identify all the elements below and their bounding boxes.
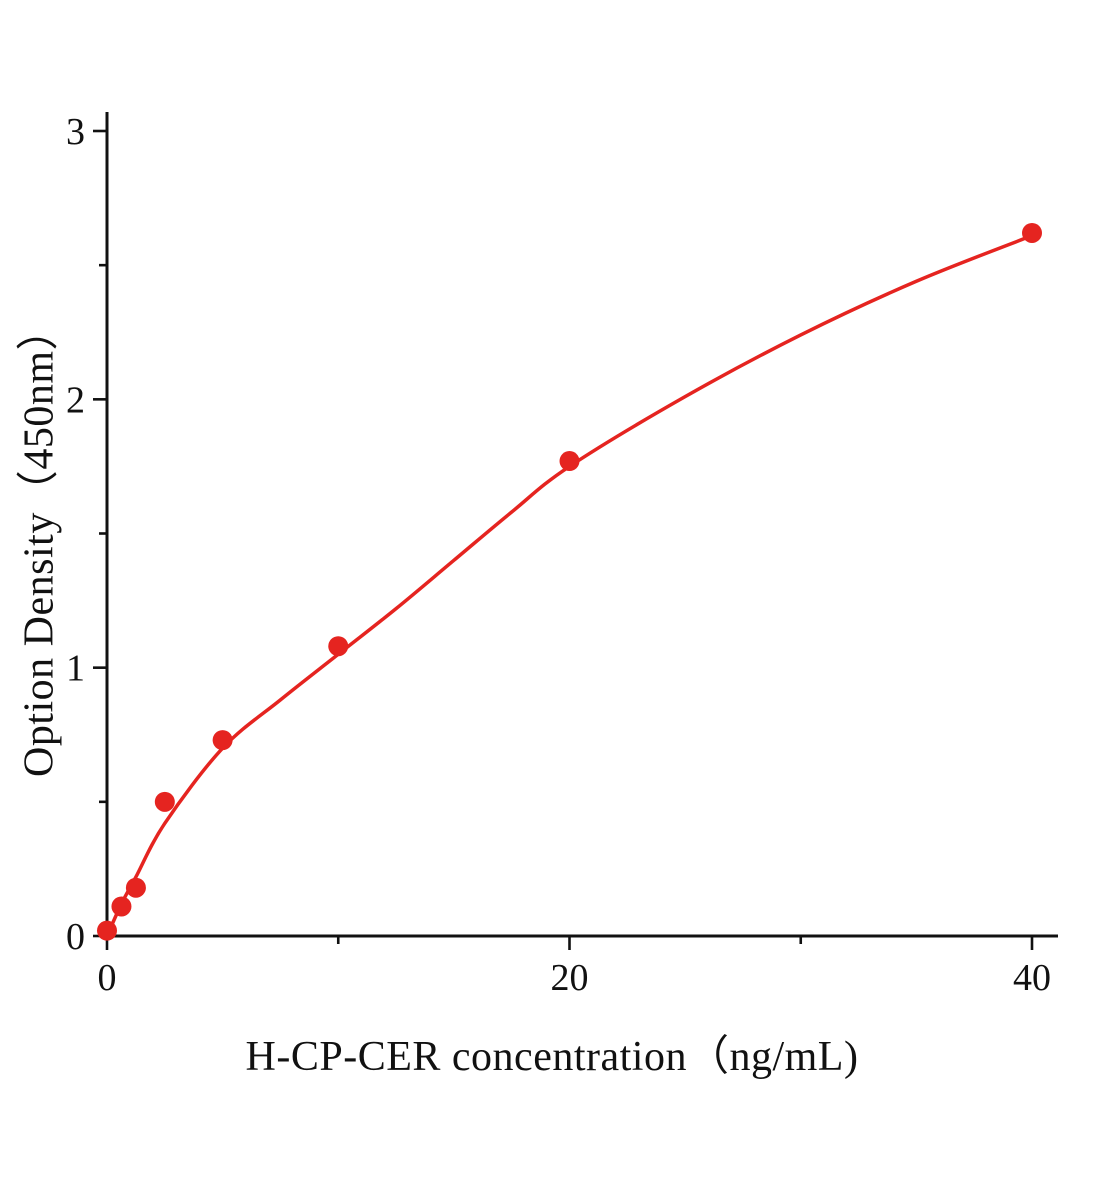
data-point bbox=[125, 877, 146, 898]
x-axis-title: H-CP-CER concentration（ng/mL) bbox=[245, 1034, 859, 1080]
fit-curve bbox=[105, 233, 1034, 938]
y-axis-tick-label: 0 bbox=[66, 916, 85, 958]
data-point bbox=[1022, 222, 1042, 243]
data-point bbox=[111, 896, 132, 917]
data-point bbox=[212, 730, 233, 751]
data-point bbox=[97, 920, 117, 941]
x-axis-tick-label: 40 bbox=[1013, 957, 1051, 999]
y-axis-tick-label: 3 bbox=[66, 111, 85, 153]
x-axis-tick-label: 20 bbox=[551, 957, 589, 999]
y-axis-tick-label: 1 bbox=[66, 648, 85, 690]
data-point bbox=[559, 451, 580, 472]
y-axis-tick-label: 2 bbox=[66, 379, 85, 421]
y-axis-title: Option Density（450nm） bbox=[16, 308, 63, 777]
data-point bbox=[154, 791, 175, 812]
x-axis-tick-label: 0 bbox=[98, 957, 117, 999]
data-point bbox=[328, 636, 349, 657]
